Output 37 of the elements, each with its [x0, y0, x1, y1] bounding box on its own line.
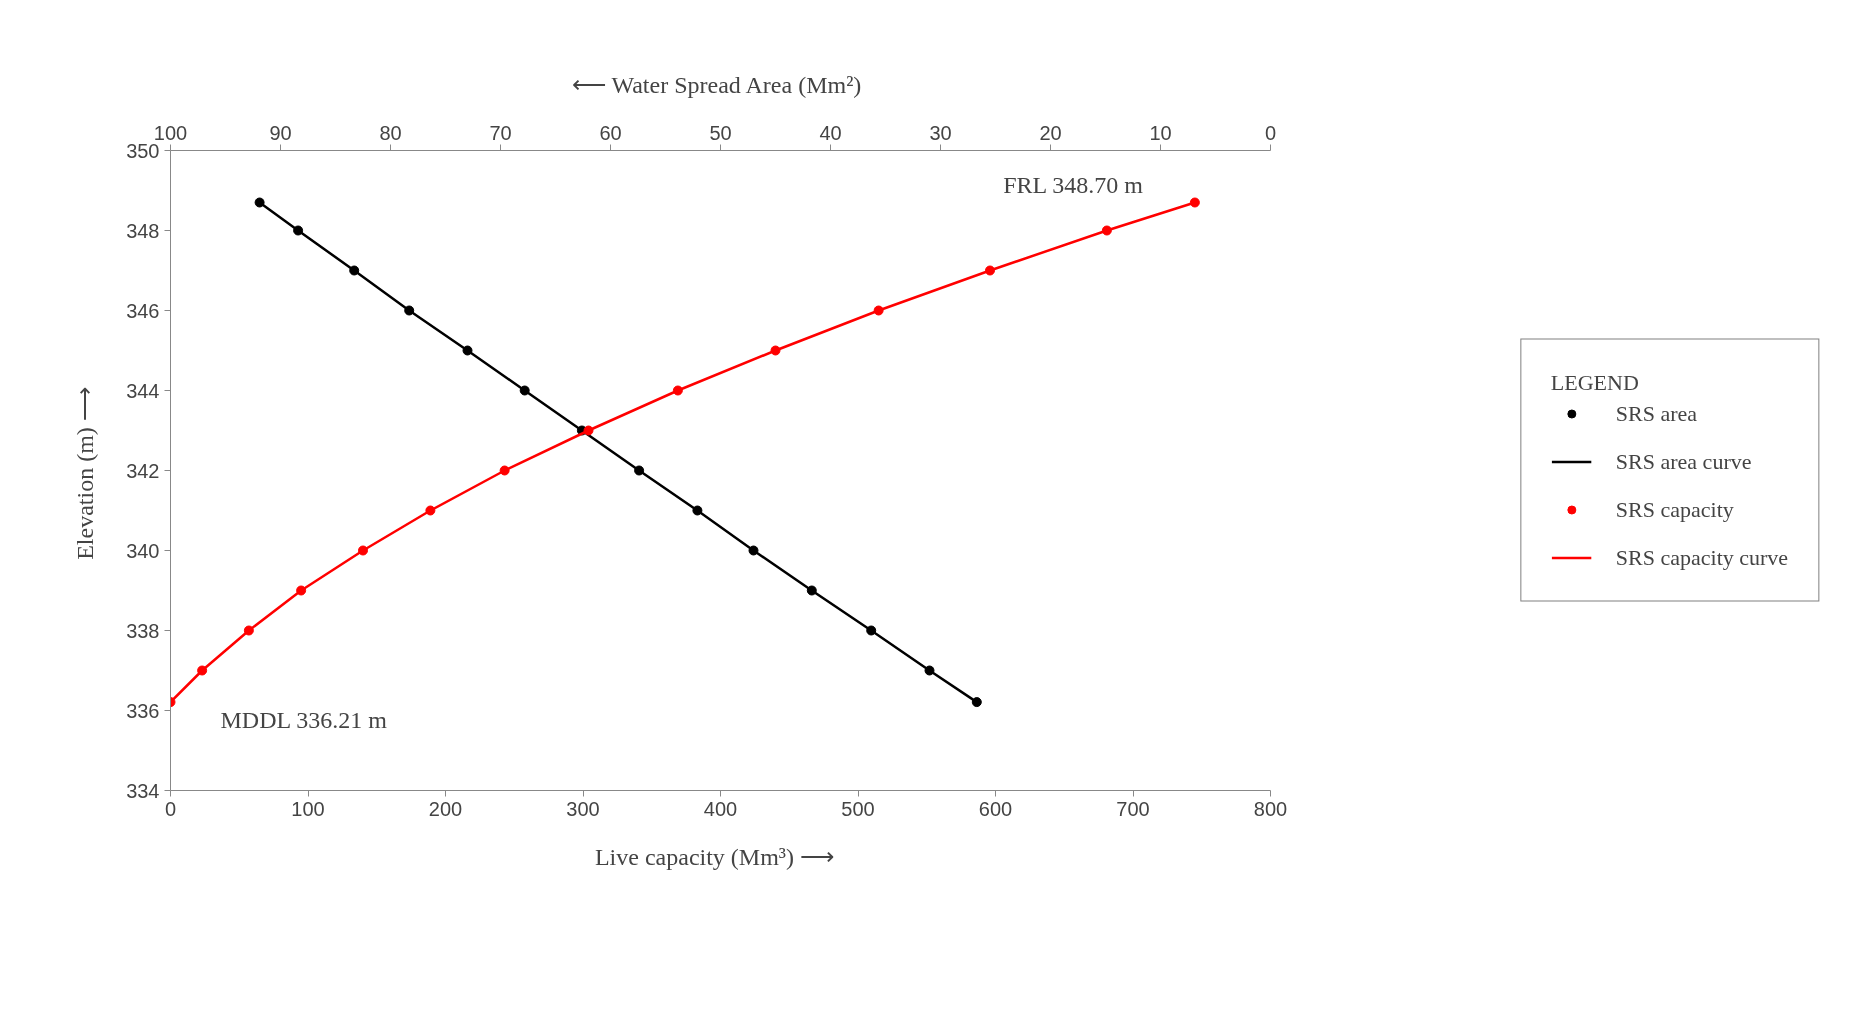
x2-tick-label: 0: [1264, 121, 1277, 144]
annotation: FRL 348.70 m: [1003, 171, 1144, 198]
y-tick-label: 336: [126, 699, 160, 722]
x2-tick-label: 60: [599, 121, 622, 144]
x2-tick-label: 90: [269, 121, 292, 144]
y-tick-label: 344: [126, 379, 160, 402]
x2-axis-title: ⟵ Water Spread Area (Mm²): [571, 71, 862, 98]
x2-tick-label: 30: [929, 121, 952, 144]
x-tick-label: 200: [428, 797, 463, 820]
y-tick-label: 346: [126, 299, 160, 322]
y-tick-label: 334: [126, 779, 160, 802]
x-tick-label: 600: [978, 797, 1013, 820]
x-tick-label: 700: [1116, 797, 1150, 820]
x-tick-label: 100: [291, 797, 325, 820]
y-tick-label: 342: [126, 459, 160, 482]
x2-tick-label: 70: [489, 121, 512, 144]
annotation: MDDL 336.21 m: [220, 707, 388, 734]
x-tick-label: 400: [703, 797, 738, 820]
x-tick-label: 500: [841, 797, 875, 820]
x2-tick-label: 20: [1039, 121, 1062, 144]
y-tick-label: 340: [126, 539, 160, 562]
x-axis-title: Live capacity (Mm³) ⟶: [594, 843, 835, 870]
x2-tick-label: 10: [1149, 121, 1172, 144]
y-tick-label: 348: [126, 219, 160, 242]
legend-label: SRS area curve: [1615, 448, 1752, 475]
legend-title: LEGEND: [1550, 369, 1640, 396]
x2-tick-label: 80: [379, 121, 402, 144]
x2-tick-label: 40: [819, 121, 842, 144]
y-axis-title: Elevation (m) ⟶: [72, 387, 99, 560]
legend-label: SRS area: [1615, 400, 1698, 427]
x-tick-label: 0: [164, 797, 177, 820]
x-tick-label: 800: [1253, 797, 1288, 820]
legend-label: SRS capacity: [1615, 496, 1734, 523]
x2-tick-label: 50: [709, 121, 732, 144]
x-tick-label: 300: [566, 797, 600, 820]
y-tick-label: 338: [126, 619, 160, 642]
legend-label: SRS capacity curve: [1615, 544, 1789, 571]
